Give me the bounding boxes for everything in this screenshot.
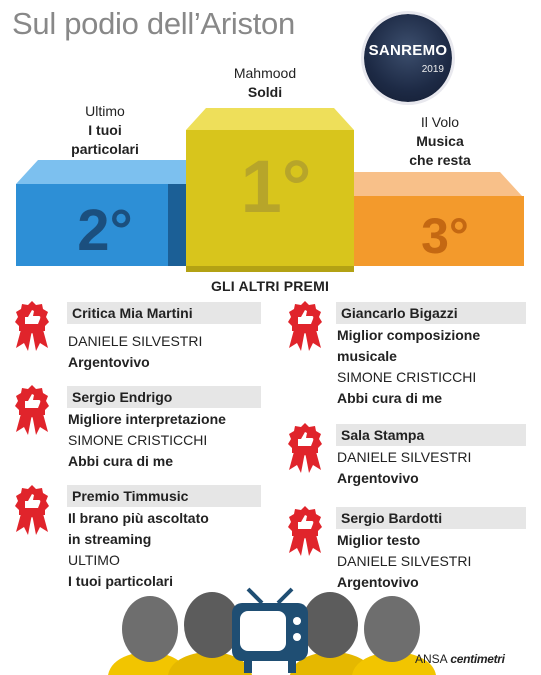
logo-ring bbox=[361, 11, 455, 105]
first-song: Soldi bbox=[247, 84, 283, 100]
prize-artist: DANIELE SILVESTRI bbox=[337, 449, 472, 465]
award-rosette-icon bbox=[288, 423, 322, 473]
credit-brand: centimetri bbox=[450, 652, 505, 666]
shirt bbox=[352, 651, 436, 675]
prize-category: Migliore interpretazione bbox=[68, 411, 226, 427]
prize-song: I tuoi particolari bbox=[68, 573, 174, 589]
prize-artist: DANIELE SILVESTRI bbox=[68, 333, 203, 349]
head-icon bbox=[184, 592, 240, 658]
prize-category: Miglior composizione bbox=[337, 327, 481, 343]
prize-name: Giancarlo Bigazzi bbox=[336, 302, 526, 324]
podium-first-top bbox=[186, 108, 354, 130]
head-icon bbox=[122, 596, 178, 662]
prize-endrigo: Sergio Endrigo Migliore interpretazione … bbox=[67, 386, 261, 472]
award-rosette-icon bbox=[15, 301, 49, 351]
prize-name: Critica Mia Martini bbox=[67, 302, 261, 324]
credit-agency: ANSA bbox=[415, 652, 448, 666]
prize-artist: DANIELE SILVESTRI bbox=[337, 553, 472, 569]
head-icon bbox=[364, 596, 420, 662]
second-song-line-2: particolari bbox=[71, 141, 139, 157]
award-rosette-icon bbox=[15, 385, 49, 435]
first-place-label: Mahmood Soldi bbox=[200, 64, 330, 102]
third-artist: Il Volo bbox=[420, 114, 460, 130]
page-title: Sul podio dell’Ariston bbox=[12, 6, 295, 41]
third-place-label: Il Volo Musica che resta bbox=[385, 113, 495, 170]
prize-artist: ULTIMO bbox=[68, 552, 120, 568]
second-place-label: Ultimo I tuoi particolari bbox=[45, 102, 165, 159]
prize-name: Sala Stampa bbox=[336, 424, 526, 446]
prize-timmusic: Premio Timmusic Il brano più ascoltato i… bbox=[67, 485, 261, 592]
podium-second-top bbox=[16, 160, 190, 184]
prize-category: Miglior testo bbox=[337, 532, 421, 548]
podium-third-place: 3° bbox=[421, 208, 469, 264]
prize-song: Abbi cura di me bbox=[68, 453, 174, 469]
logo-name: SANREMO bbox=[368, 42, 448, 59]
third-song-line-2: che resta bbox=[409, 152, 471, 168]
podium: 2° 3° 1° bbox=[16, 108, 524, 272]
first-artist: Mahmood bbox=[233, 65, 297, 81]
shirt bbox=[290, 651, 374, 675]
prize-song: Argentovivo bbox=[337, 470, 419, 486]
award-rosette-icon bbox=[15, 485, 49, 535]
prize-category: Il brano più ascoltato bbox=[68, 510, 209, 526]
second-artist: Ultimo bbox=[85, 103, 125, 119]
prize-bigazzi: Giancarlo Bigazzi Miglior composizione m… bbox=[336, 302, 526, 409]
podium-first-front bbox=[186, 130, 354, 272]
shirt bbox=[168, 651, 252, 675]
source-credit: ANSA centimetri bbox=[415, 652, 505, 666]
prize-artist: SIMONE CRISTICCHI bbox=[337, 369, 477, 385]
prize-critica: Critica Mia Martini DANIELE SILVESTRI Ar… bbox=[67, 302, 261, 373]
prize-artist: SIMONE CRISTICCHI bbox=[68, 432, 208, 448]
audience-tv-illustration bbox=[108, 587, 436, 675]
podium-third-top bbox=[352, 172, 522, 196]
podium-third-front bbox=[352, 196, 524, 266]
podium-second-side bbox=[168, 184, 188, 266]
logo-year: 2019 bbox=[421, 64, 444, 75]
prize-song: Abbi cura di me bbox=[337, 390, 443, 406]
podium-first-place: 1° bbox=[241, 145, 312, 228]
prize-category: musicale bbox=[337, 348, 397, 364]
award-rosette-icon bbox=[288, 301, 322, 351]
other-prizes-title: GLI ALTRI PREMI bbox=[210, 278, 330, 294]
prize-category: in streaming bbox=[68, 531, 152, 547]
prize-name: Sergio Bardotti bbox=[336, 507, 526, 529]
podium-first-base bbox=[186, 266, 354, 272]
award-rosette-icon bbox=[288, 506, 322, 556]
podium-second-front bbox=[16, 184, 186, 266]
third-song-line-1: Musica bbox=[416, 133, 464, 149]
sanremo-logo: SANREMO 2019 bbox=[361, 11, 455, 105]
prize-sala-stampa: Sala Stampa DANIELE SILVESTRI Argentoviv… bbox=[336, 424, 526, 489]
prize-name: Sergio Endrigo bbox=[67, 386, 261, 408]
shirt bbox=[108, 651, 188, 675]
prize-song: Argentovivo bbox=[337, 574, 419, 590]
prize-song: Argentovivo bbox=[68, 354, 150, 370]
second-song-line-1: I tuoi bbox=[88, 122, 122, 138]
head-icon bbox=[302, 592, 358, 658]
podium-second-place: 2° bbox=[77, 198, 132, 263]
prize-name: Premio Timmusic bbox=[67, 485, 261, 507]
prize-bardotti: Sergio Bardotti Miglior testo DANIELE SI… bbox=[336, 507, 526, 593]
